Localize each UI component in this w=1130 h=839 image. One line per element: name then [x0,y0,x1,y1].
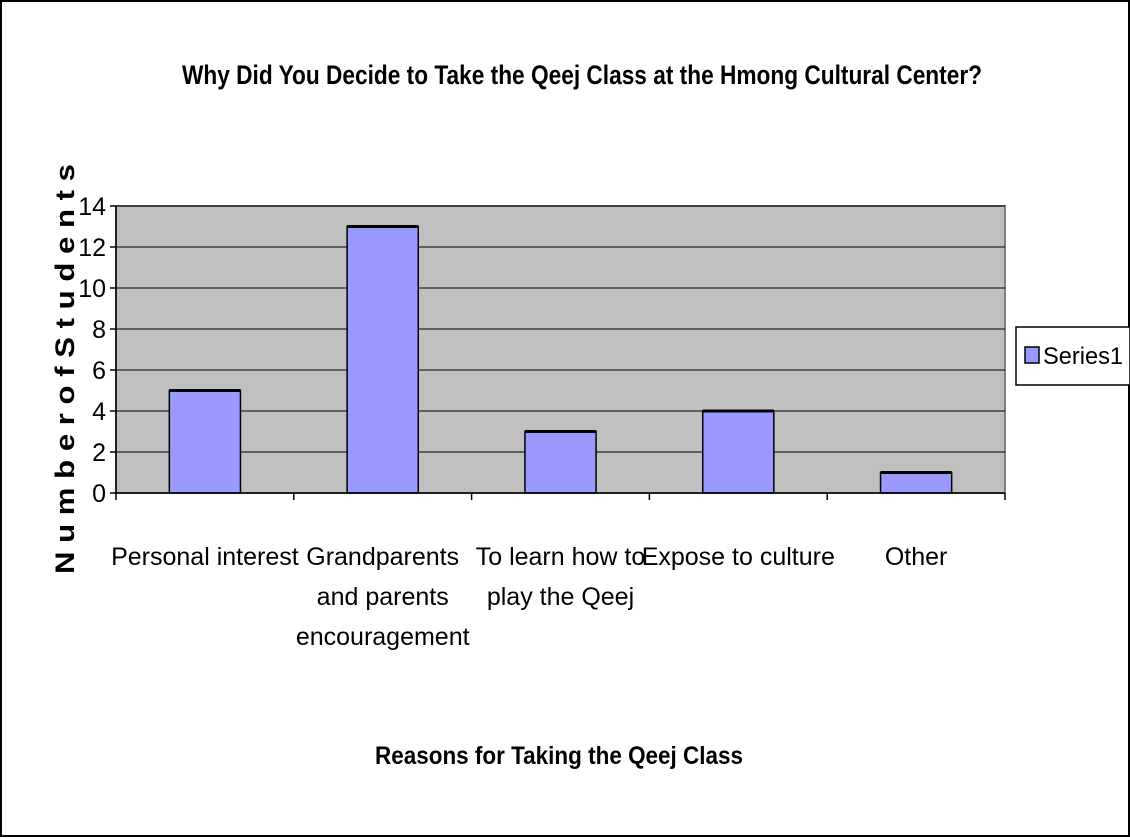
y-tick-label: 10 [78,275,106,303]
x-axis-label: Reasons for Taking the Qeej Class [375,742,743,770]
bar [879,471,953,494]
y-axis-label: N u m b e r o f S t u d e n t s [50,164,80,574]
y-tick-label: 0 [92,480,106,508]
legend-series-label: Series1 [1043,343,1123,370]
x-tick-label-line: Other [885,543,948,571]
chart-title: Why Did You Decide to Take the Qeej Clas… [182,60,982,90]
bars [168,225,953,494]
x-tick-label: Grandparents and parents encouragement [296,543,470,651]
x-tick-label-line: Expose to culture [642,543,835,571]
y-tick-label: 12 [78,234,106,262]
x-tick-label-line: encouragement [296,623,470,651]
x-tick-label: Other [885,543,948,571]
y-tick-label: 8 [92,316,106,344]
x-tick-label-line: play the Qeej [487,583,634,611]
bar [524,430,597,494]
y-tick-label: 4 [92,398,106,426]
x-tick-label-line: Personal interest [111,543,299,571]
legend-swatch [1024,346,1040,364]
y-tick-label: 14 [78,193,106,221]
x-tick-label: Expose to culture [642,543,835,571]
bar [701,410,775,494]
gridlines [116,205,1005,453]
x-tick-label-line: and parents [317,583,449,611]
x-tick-labels: Personal interest Grandparents and parents… [111,543,947,651]
y-tick-marks [110,205,116,494]
bar [168,389,242,494]
x-tick-label-line: To learn how to [476,543,646,571]
y-tick-labels: 0 2 4 6 8 10 12 14 [78,193,106,508]
y-tick-label: 6 [92,357,106,385]
x-tick-marks [115,493,1006,500]
x-tick-label: To learn how to play the Qeej [476,543,646,611]
legend: Series1 [1015,326,1130,386]
y-tick-label: 2 [92,439,106,467]
x-tick-label: Personal interest [111,543,299,571]
bar [346,225,420,494]
x-tick-label-line: Grandparents [306,543,459,571]
